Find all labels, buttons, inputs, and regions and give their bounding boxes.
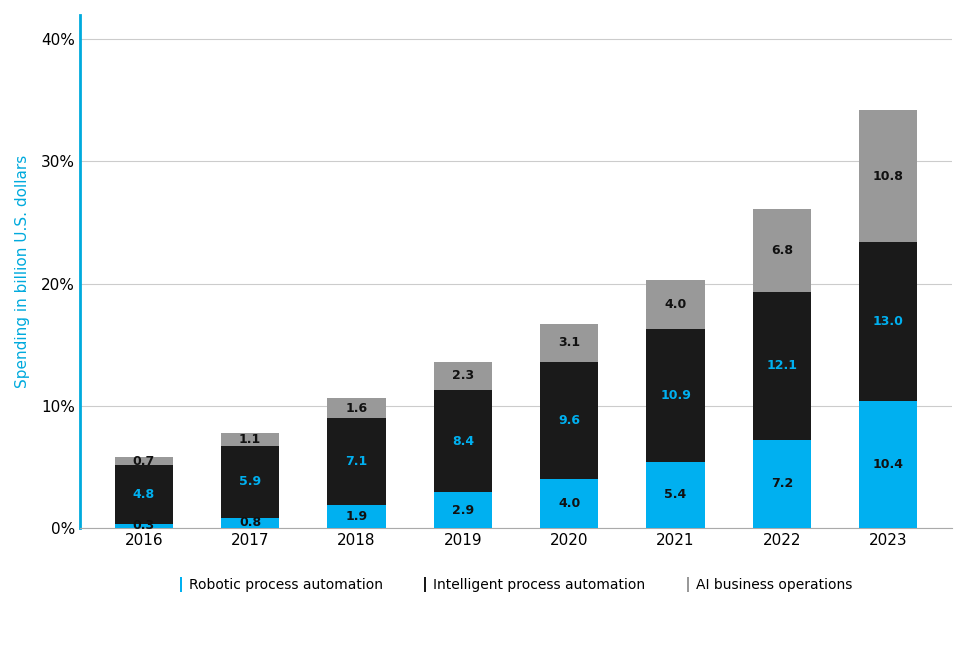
Bar [646, 280, 705, 329]
Text: 7.2: 7.2 [771, 478, 793, 490]
Text: 0.8: 0.8 [239, 516, 261, 529]
Text: 4.8: 4.8 [132, 488, 155, 501]
Text: 2.9: 2.9 [452, 503, 474, 517]
Bar [114, 457, 173, 466]
Text: 1.9: 1.9 [345, 509, 367, 523]
Bar [752, 440, 811, 527]
Bar [859, 401, 918, 527]
Bar [540, 324, 599, 362]
Bar [540, 362, 599, 479]
Text: 7.1: 7.1 [345, 455, 367, 468]
Bar [327, 398, 386, 418]
Text: 9.6: 9.6 [558, 414, 580, 427]
Bar [646, 462, 705, 527]
Text: 6.8: 6.8 [771, 244, 793, 257]
Bar [433, 390, 492, 492]
Bar [114, 524, 173, 527]
Bar [220, 518, 279, 527]
Text: 13.0: 13.0 [873, 315, 903, 328]
Text: 10.4: 10.4 [872, 458, 904, 471]
Bar [540, 479, 599, 527]
Text: 0.7: 0.7 [132, 455, 155, 468]
Bar [327, 418, 386, 505]
Bar [646, 329, 705, 462]
Text: 1.6: 1.6 [345, 402, 367, 415]
Bar [220, 446, 279, 518]
Bar [752, 292, 811, 440]
Y-axis label: Spending in billion U.S. dollars: Spending in billion U.S. dollars [15, 155, 30, 388]
Bar [859, 242, 918, 401]
Bar [859, 111, 918, 242]
Text: 5.9: 5.9 [239, 476, 261, 488]
Text: 12.1: 12.1 [767, 360, 798, 372]
Bar [433, 492, 492, 527]
Text: 3.1: 3.1 [558, 336, 580, 349]
Text: 4.0: 4.0 [558, 497, 580, 510]
Text: 4.0: 4.0 [664, 298, 687, 311]
Legend: Robotic process automation, Intelligent process automation, AI business operatio: Robotic process automation, Intelligent … [174, 572, 858, 597]
Text: 5.4: 5.4 [664, 488, 687, 501]
Text: 1.1: 1.1 [239, 433, 261, 446]
Text: 0.3: 0.3 [132, 519, 155, 532]
Bar [327, 505, 386, 527]
Bar [220, 432, 279, 446]
Text: 8.4: 8.4 [452, 434, 474, 448]
Bar [114, 466, 173, 524]
Text: 10.9: 10.9 [660, 389, 691, 402]
Bar [752, 209, 811, 292]
Bar [433, 362, 492, 390]
Text: 2.3: 2.3 [452, 369, 474, 382]
Text: 10.8: 10.8 [873, 170, 903, 182]
